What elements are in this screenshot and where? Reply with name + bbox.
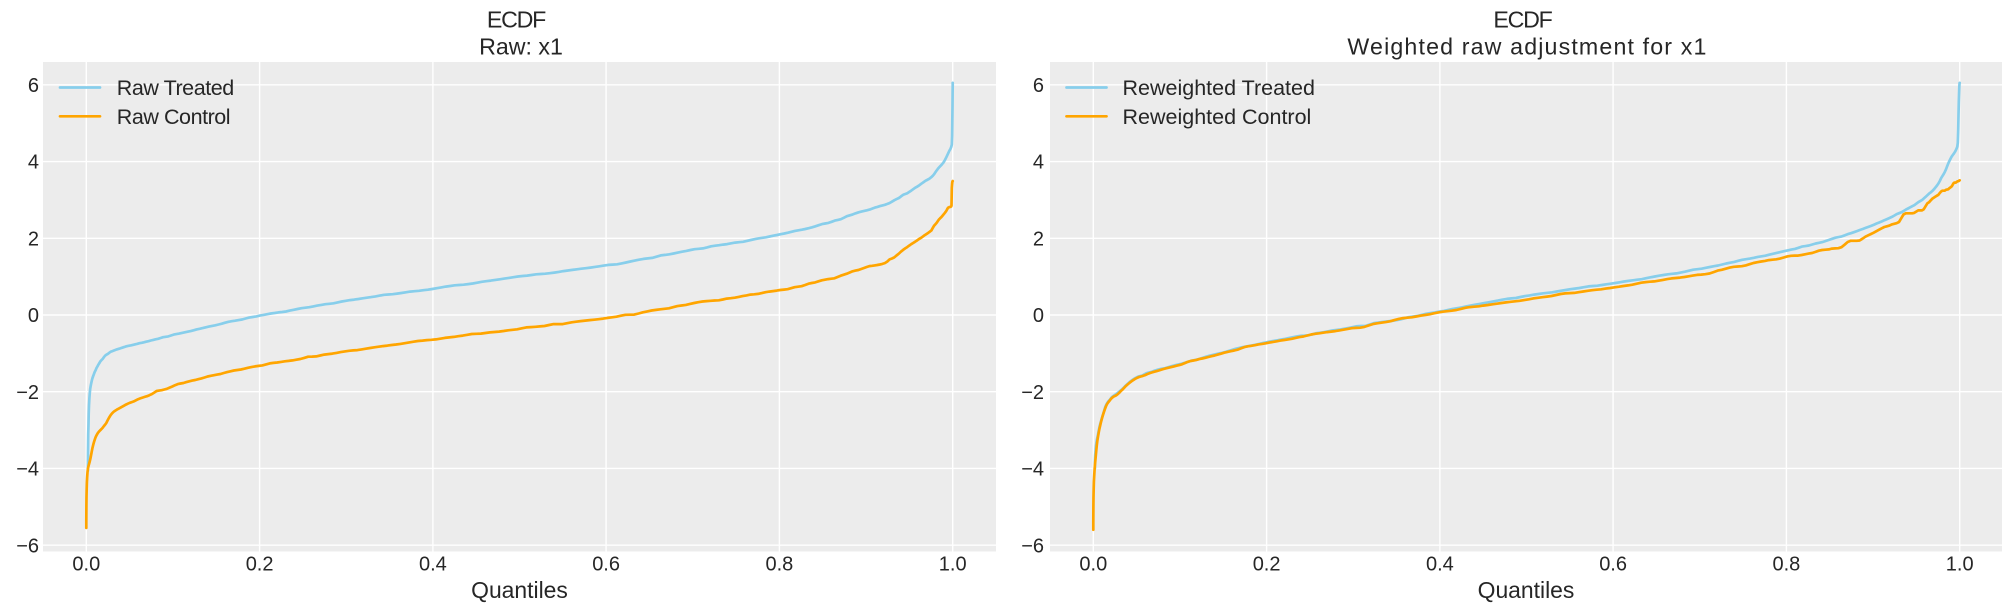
- svg-text:0: 0: [1033, 305, 1044, 327]
- svg-text:Weighted raw adjustment for x1: Weighted raw adjustment for x1: [1347, 34, 1707, 60]
- svg-text:0.6: 0.6: [1599, 554, 1627, 576]
- svg-text:0.8: 0.8: [1772, 554, 1800, 576]
- svg-text:6: 6: [28, 75, 39, 97]
- svg-text:2: 2: [1033, 228, 1044, 250]
- svg-text:Raw: x1: Raw: x1: [479, 34, 563, 60]
- svg-text:6: 6: [1033, 75, 1044, 97]
- svg-text:Reweighted Treated: Reweighted Treated: [1123, 76, 1315, 100]
- svg-text:4: 4: [1033, 152, 1044, 174]
- svg-text:Reweighted Control: Reweighted Control: [1123, 105, 1312, 129]
- svg-text:−6: −6: [1021, 535, 1044, 557]
- svg-text:−6: −6: [16, 535, 39, 557]
- svg-text:ECDF: ECDF: [1493, 7, 1552, 33]
- svg-text:0.0: 0.0: [1079, 554, 1107, 576]
- svg-text:0.2: 0.2: [246, 554, 274, 576]
- svg-text:1.0: 1.0: [939, 554, 967, 576]
- svg-text:0: 0: [28, 305, 39, 327]
- svg-text:ECDF: ECDF: [487, 7, 546, 33]
- svg-text:0.0: 0.0: [72, 554, 100, 576]
- svg-text:−4: −4: [16, 459, 39, 481]
- svg-text:0.4: 0.4: [419, 554, 447, 576]
- svg-text:1.0: 1.0: [1946, 554, 1974, 576]
- svg-text:Raw Control: Raw Control: [117, 105, 230, 129]
- svg-text:−2: −2: [1021, 382, 1044, 404]
- svg-text:Quantiles: Quantiles: [1478, 577, 1575, 603]
- svg-text:0.8: 0.8: [765, 554, 793, 576]
- svg-text:Raw Treated: Raw Treated: [117, 76, 234, 100]
- svg-text:0.4: 0.4: [1426, 554, 1454, 576]
- svg-text:0.2: 0.2: [1253, 554, 1281, 576]
- svg-text:2: 2: [28, 228, 39, 250]
- svg-text:4: 4: [28, 152, 39, 174]
- svg-text:−2: −2: [16, 382, 39, 404]
- svg-text:−4: −4: [1021, 459, 1044, 481]
- svg-text:0.6: 0.6: [592, 554, 620, 576]
- svg-text:Quantiles: Quantiles: [471, 577, 568, 603]
